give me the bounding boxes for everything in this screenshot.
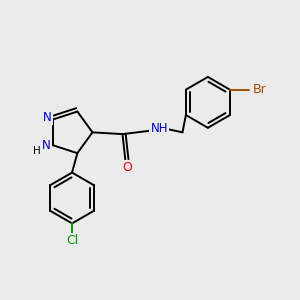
Text: Cl: Cl: [66, 234, 78, 247]
Text: O: O: [122, 161, 132, 174]
Text: NH: NH: [150, 122, 168, 135]
Text: N: N: [43, 111, 52, 124]
Text: H: H: [33, 146, 41, 155]
Text: Br: Br: [252, 83, 266, 96]
Text: N: N: [42, 139, 51, 152]
